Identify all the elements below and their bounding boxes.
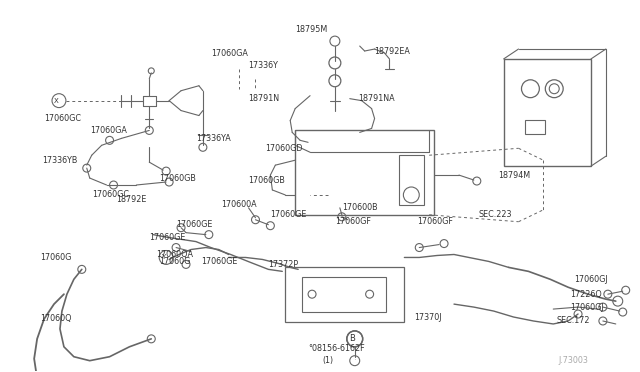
Text: SEC.223: SEC.223: [479, 210, 512, 219]
Text: X: X: [54, 97, 58, 104]
Text: 17370J: 17370J: [414, 312, 442, 321]
Text: 17060GD: 17060GD: [266, 144, 303, 153]
Text: 18795M: 18795M: [295, 25, 328, 34]
Text: 17060GJ: 17060GJ: [574, 275, 608, 284]
Text: 18794M: 18794M: [499, 171, 531, 180]
Text: 17060QA: 17060QA: [156, 250, 193, 259]
Text: 17060GE: 17060GE: [201, 257, 237, 266]
Text: J.73003: J.73003: [558, 356, 588, 365]
Text: 18792E: 18792E: [116, 195, 147, 204]
Bar: [302, 277, 387, 312]
Text: 17336Y: 17336Y: [248, 61, 278, 70]
Text: 17060G: 17060G: [159, 257, 191, 266]
Text: 17060GB: 17060GB: [248, 176, 285, 185]
Text: °08156-6162F: °08156-6162F: [308, 344, 365, 353]
Text: Y: Y: [161, 254, 165, 260]
Text: 17060Q: 17060Q: [40, 314, 72, 324]
Text: 17060GA: 17060GA: [211, 48, 248, 58]
Text: 170600B: 170600B: [342, 203, 378, 212]
Text: 18792EA: 18792EA: [374, 46, 410, 55]
Text: 170600A: 170600A: [221, 201, 257, 209]
Text: 17060GE: 17060GE: [176, 220, 212, 229]
Text: 17060GF: 17060GF: [335, 217, 371, 226]
Text: 17336YA: 17336YA: [196, 134, 230, 143]
Text: 17060GE: 17060GE: [149, 233, 186, 242]
Text: B: B: [349, 334, 355, 343]
Text: 17226Q: 17226Q: [570, 290, 602, 299]
Text: 18791N: 18791N: [248, 94, 280, 103]
Text: 18791NA: 18791NA: [358, 94, 394, 103]
Text: 17372P: 17372P: [268, 260, 298, 269]
Text: 17060G: 17060G: [40, 253, 72, 262]
Text: 17060GC: 17060GC: [44, 114, 81, 123]
Text: 17060GF: 17060GF: [417, 217, 453, 226]
Bar: [525, 121, 545, 134]
Text: SEC.172: SEC.172: [556, 317, 589, 326]
Text: (1): (1): [322, 356, 333, 365]
Text: 17060GA: 17060GA: [90, 126, 127, 135]
Text: 17060GJ: 17060GJ: [570, 302, 604, 312]
Bar: [399, 155, 424, 205]
Bar: [285, 267, 404, 322]
Text: 17060GB: 17060GB: [159, 174, 196, 183]
Text: 17060GC: 17060GC: [92, 190, 129, 199]
Bar: [295, 131, 434, 215]
Text: 17336YB: 17336YB: [42, 156, 77, 165]
Text: 17060GE: 17060GE: [270, 210, 307, 219]
Bar: [504, 59, 591, 166]
